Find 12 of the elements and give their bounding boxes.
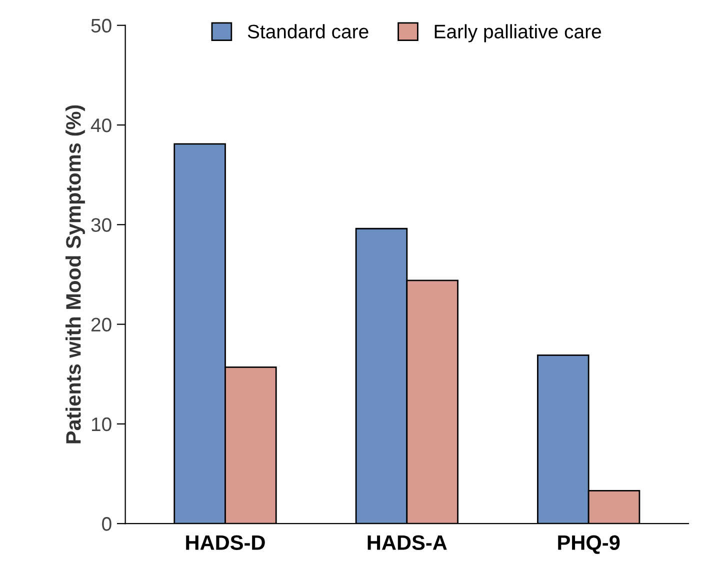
- y-tick-label: 40: [90, 118, 112, 132]
- y-tick-label: 50: [91, 18, 112, 33]
- y-tick-label: 20: [91, 318, 112, 332]
- legend-label: Early palliative care: [434, 24, 601, 42]
- y-tick-label: 10: [92, 417, 112, 432]
- x-tick-label: PHQ-9: [558, 535, 620, 554]
- legend-label: Standard care: [248, 24, 368, 38]
- x-tick-label: HADS-D: [186, 535, 265, 550]
- x-tick-label: HADS-A: [368, 535, 447, 550]
- y-tick-label: 30: [91, 218, 112, 232]
- y-axis-title: Patients with Mood Symptoms (%): [66, 105, 85, 444]
- y-tick-label: 0: [102, 517, 112, 531]
